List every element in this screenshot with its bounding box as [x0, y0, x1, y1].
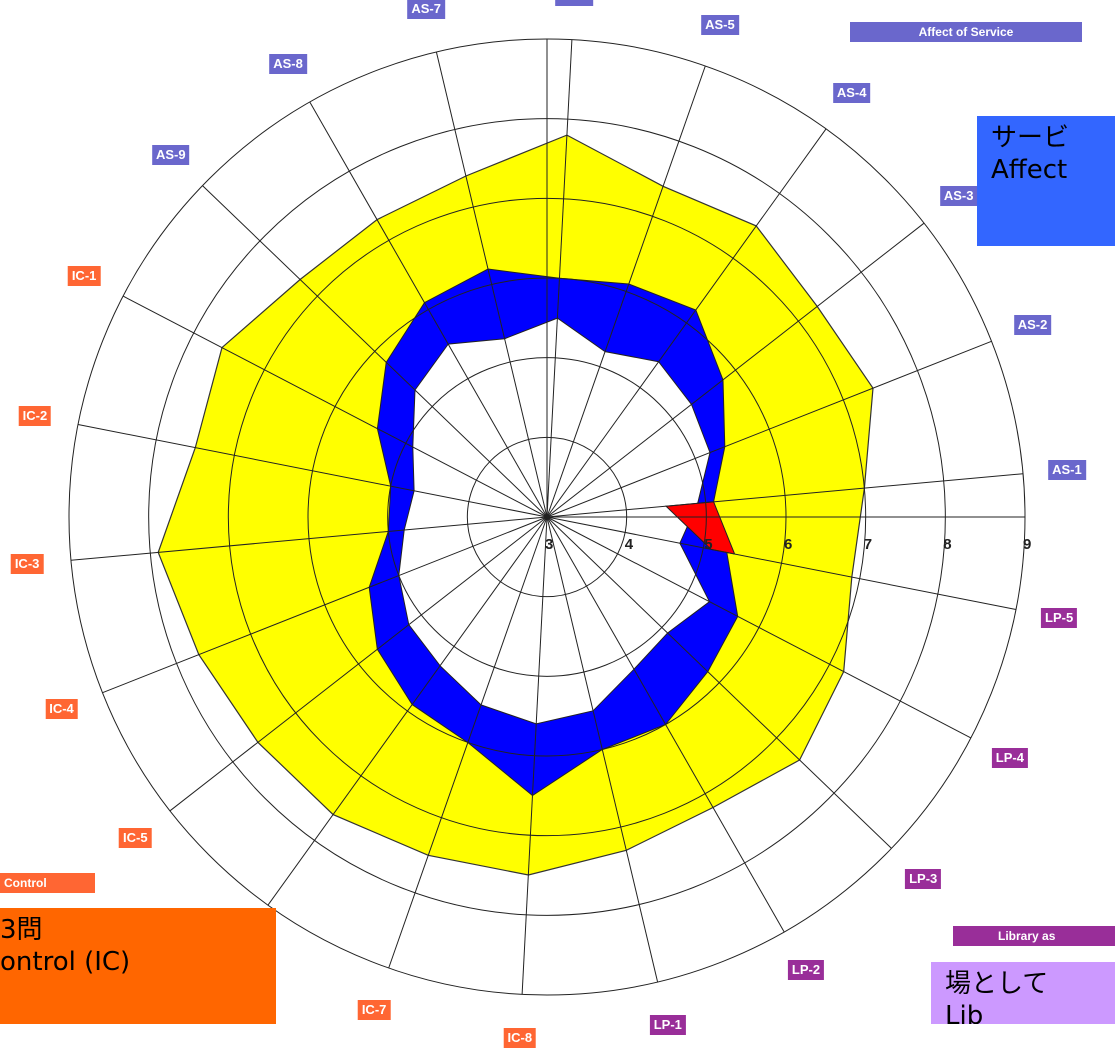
callout-lp-line2: Lib: [945, 1001, 984, 1024]
axis-label-ic-8: IC-8: [503, 1028, 537, 1048]
axis-label-ic-4: IC-4: [45, 698, 78, 719]
grid-layer: [68, 38, 1026, 996]
spoke-lp-3: [546, 516, 892, 849]
axis-label-as-3: AS-3: [939, 186, 978, 207]
callout-library-as-place: 場として Lib: [931, 962, 1115, 1024]
spoke-lp-1: [546, 516, 659, 983]
axis-label-as-4: AS-4: [832, 83, 871, 104]
axis-label-as-9: AS-9: [151, 145, 190, 166]
tick-label: 9: [1023, 536, 1031, 553]
callout-lp-line1: 場として: [945, 969, 1049, 999]
spoke-ic-2: [77, 424, 548, 518]
series-layer: [157, 134, 874, 876]
axis-label-as-5: AS-5: [701, 14, 739, 35]
spoke-as-8: [309, 101, 548, 518]
tick-label: 5: [704, 536, 712, 553]
radar-chart: 3 4 5 6 7 8 9: [68, 38, 1031, 996]
callout-ic-line2: ontrol (IC): [0, 947, 131, 977]
axis-label-ic-5: IC-5: [119, 827, 152, 848]
spoke-ic-5: [169, 516, 548, 812]
callout-information-control: 3問 ontrol (IC): [0, 908, 276, 1024]
axis-label-as-2: AS-2: [1013, 315, 1052, 336]
tick-label: 4: [625, 536, 634, 553]
spoke-lp-4: [546, 516, 972, 739]
callout-ic-line1: 3問: [0, 915, 43, 945]
spoke-as-9: [202, 185, 548, 518]
spoke-lp-2: [546, 516, 785, 933]
tick-label: 8: [943, 536, 951, 553]
axis-label-lp-1: LP-1: [649, 1014, 686, 1035]
spoke-lp-5: [546, 516, 1017, 610]
banner-information-control: Control: [0, 873, 95, 893]
spoke-ic-7: [388, 516, 548, 969]
axis-label-as-7: AS-7: [407, 0, 445, 20]
axis-label-lp-2: LP-2: [787, 960, 825, 981]
spoke-as-4: [546, 128, 827, 518]
spoke-ic-4: [102, 516, 548, 694]
axis-label-as-8: AS-8: [269, 53, 307, 74]
callout-affect-of-service: サービ Affect: [977, 116, 1115, 246]
spoke-ic-6: [267, 516, 548, 906]
axis-label-as-6: AS-6: [555, 0, 593, 6]
axis-label-lp-3: LP-3: [905, 868, 942, 889]
axis-label-as-1: AS-1: [1048, 459, 1086, 480]
spoke-as-7: [435, 51, 548, 518]
tick-label: 6: [784, 536, 792, 553]
spoke-ic-8: [521, 516, 548, 995]
tick-labels: 3 4 5 6 7 8 9: [545, 536, 1031, 553]
spoke-ic-1: [122, 295, 548, 518]
axis-label-ic-2: IC-2: [18, 405, 52, 426]
spoke-as-2: [546, 340, 992, 518]
axis-label-ic-1: IC-1: [67, 265, 101, 286]
callout-as-line2: Affect: [991, 155, 1068, 185]
spoke-as-5: [546, 65, 706, 518]
tick-label: 7: [864, 536, 872, 553]
banner-affect-of-service: Affect of Service: [850, 22, 1082, 42]
tick-label: 3: [545, 536, 553, 553]
spoke-as-6: [546, 39, 573, 518]
axis-label-ic-7: IC-7: [357, 999, 391, 1020]
spoke-as-3: [546, 222, 925, 518]
axis-label-lp-5: LP-5: [1041, 608, 1078, 629]
axis-label-ic-3: IC-3: [10, 554, 44, 575]
spoke-as-1: [546, 473, 1024, 518]
spoke-ic-3: [70, 516, 548, 561]
axis-label-lp-4: LP-4: [991, 748, 1028, 769]
callout-as-line1: サービ: [991, 123, 1070, 153]
banner-library-as-place: Library as: [953, 926, 1115, 946]
